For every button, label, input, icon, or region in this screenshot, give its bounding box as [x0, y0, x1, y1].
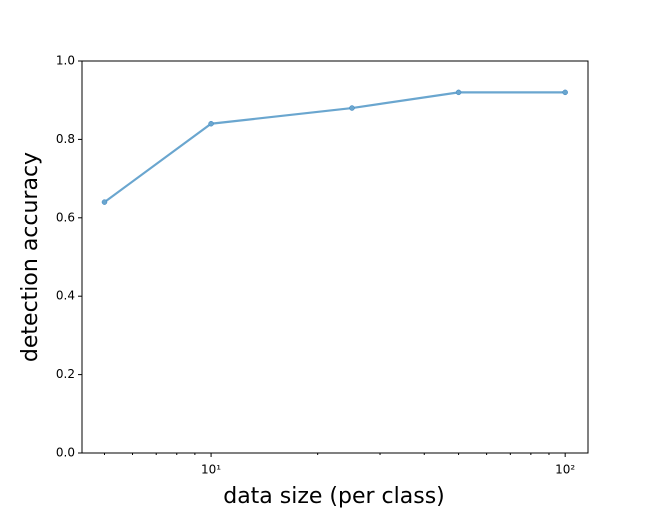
plot-frame [81, 60, 589, 454]
y-tick-label: 1.0 [56, 54, 75, 68]
data-point [562, 89, 568, 96]
y-axis-label: detection accuracy [18, 152, 43, 362]
y-tick-label: 0.4 [56, 289, 75, 303]
y-tick-label: 0.6 [56, 210, 75, 224]
x-axis-label: data size (per class) [223, 484, 445, 509]
x-tick-label: 10¹ [201, 463, 221, 477]
data-point [455, 89, 462, 96]
data-point [208, 120, 214, 127]
y-tick-label: 0.2 [56, 367, 75, 381]
data-point [349, 105, 355, 111]
y-tick-label: 0.8 [56, 132, 75, 146]
data-line [103, 91, 566, 204]
x-tick-label: 10² [555, 463, 575, 477]
data-point [101, 199, 108, 205]
y-tick-label: 0.0 [56, 446, 75, 460]
